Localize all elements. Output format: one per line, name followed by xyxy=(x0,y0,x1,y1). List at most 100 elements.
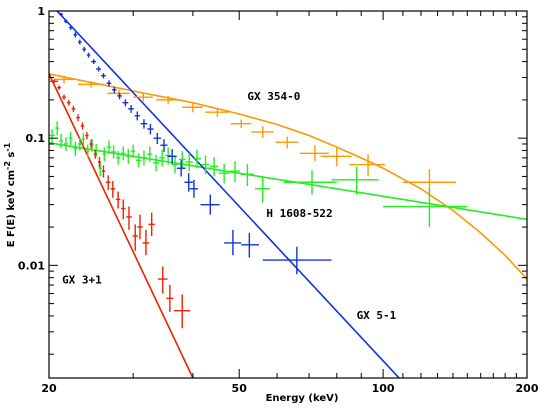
data-point xyxy=(128,105,134,113)
data-point xyxy=(78,81,104,88)
data-point xyxy=(85,131,89,140)
data-point xyxy=(85,144,90,158)
data-point xyxy=(89,139,93,149)
points-gx-3-1 xyxy=(50,79,191,329)
data-point xyxy=(80,122,85,130)
data-point xyxy=(110,181,116,198)
series-label-gx-3-1: GX 3+1 xyxy=(62,273,102,286)
data-point xyxy=(229,161,241,183)
data-point xyxy=(159,149,166,167)
model-curve-gx-354-0 xyxy=(49,73,527,280)
data-point xyxy=(50,79,59,84)
data-point xyxy=(105,175,111,191)
data-point xyxy=(86,52,91,58)
x-tick-label: 20 xyxy=(41,382,57,395)
y-axis-label-exp1: -2 xyxy=(3,161,12,170)
points-h-1608-522 xyxy=(49,121,468,228)
data-point xyxy=(59,133,64,149)
data-point xyxy=(112,86,117,94)
data-point xyxy=(98,161,102,177)
data-point xyxy=(320,146,352,167)
data-point xyxy=(176,160,186,177)
data-point xyxy=(121,199,126,220)
data-point xyxy=(209,157,219,177)
data-point xyxy=(111,145,116,159)
data-point xyxy=(299,145,329,162)
data-point xyxy=(182,102,204,113)
series-label-gx-354-0: GX 354-0 xyxy=(247,90,300,103)
data-point xyxy=(126,149,131,164)
data-point xyxy=(133,93,153,102)
data-point xyxy=(251,126,274,139)
data-point xyxy=(383,188,468,228)
y-tick-label: 0.1 xyxy=(26,132,46,145)
data-point xyxy=(76,114,80,122)
data-point xyxy=(142,229,150,256)
x-tick-label: 100 xyxy=(372,382,395,395)
data-point xyxy=(140,119,148,129)
x-axis-label: Energy (keV) xyxy=(266,393,339,404)
y-axis-label-main: E F(E) keV cm xyxy=(6,170,17,247)
data-point xyxy=(73,141,78,157)
points-gx-5-1 xyxy=(59,12,332,275)
data-point xyxy=(106,140,112,155)
data-point xyxy=(262,246,332,275)
plot-frame xyxy=(48,10,528,379)
data-point xyxy=(189,179,199,198)
y-axis-label-mid: s xyxy=(6,152,17,161)
data-point xyxy=(173,294,191,329)
data-point xyxy=(152,154,160,172)
data-point xyxy=(157,266,168,294)
data-point xyxy=(153,132,161,144)
data-point xyxy=(218,163,230,184)
data-point xyxy=(59,12,64,17)
data-point xyxy=(224,229,242,256)
data-point xyxy=(115,191,121,209)
data-point xyxy=(184,173,193,192)
data-point xyxy=(201,155,210,175)
data-point xyxy=(71,105,76,113)
data-point xyxy=(64,137,68,152)
data-points xyxy=(49,12,468,329)
data-point xyxy=(122,99,129,107)
data-point xyxy=(192,149,202,169)
x-tick-label: 50 xyxy=(232,382,248,395)
model-curve-gx-3-1 xyxy=(49,73,194,378)
series-label-h-1608-522: H 1608-522 xyxy=(266,207,332,220)
data-point xyxy=(147,124,154,135)
data-point xyxy=(132,224,138,251)
data-point xyxy=(283,170,337,195)
data-point xyxy=(230,119,252,129)
y-axis-label-exp2: -1 xyxy=(3,142,12,151)
data-point xyxy=(171,156,179,174)
data-point xyxy=(135,153,142,168)
data-point xyxy=(117,92,122,100)
data-point xyxy=(102,147,106,162)
model-curve-gx-5-1 xyxy=(56,11,400,378)
tick-labels: 20 50 100 200 1 0.1 0.01 xyxy=(18,5,539,395)
data-point xyxy=(57,85,62,90)
data-point xyxy=(81,132,86,146)
data-point xyxy=(275,136,299,149)
data-point xyxy=(134,111,140,121)
points-gx-354-0 xyxy=(54,75,456,197)
data-point xyxy=(106,80,112,87)
data-point xyxy=(101,165,106,178)
data-point xyxy=(331,166,379,195)
model-curves xyxy=(49,11,527,378)
data-point xyxy=(241,232,260,258)
data-point xyxy=(93,149,97,159)
data-point xyxy=(82,46,86,52)
x-tick-label: 200 xyxy=(516,382,539,395)
data-point xyxy=(178,151,186,169)
data-point xyxy=(240,163,255,187)
data-point xyxy=(126,206,132,230)
data-point xyxy=(54,75,74,84)
data-point xyxy=(68,131,73,146)
data-point xyxy=(96,66,102,72)
y-tick-label: 1 xyxy=(37,5,45,18)
data-point xyxy=(78,138,82,151)
data-point xyxy=(200,194,220,215)
data-point xyxy=(121,146,126,161)
